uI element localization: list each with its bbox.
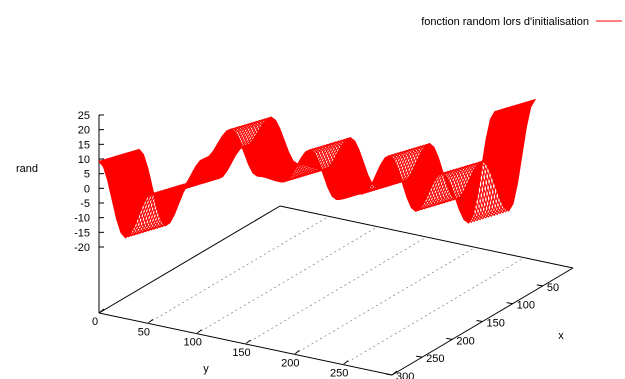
- z-tick-label: -5: [80, 198, 90, 210]
- x-tick-label: 150: [487, 318, 505, 330]
- grid-line: [196, 226, 378, 334]
- grid-line: [343, 257, 525, 365]
- z-tick-label: 10: [78, 154, 90, 166]
- grid-line: [294, 247, 476, 355]
- y-tick-label: 0: [92, 316, 98, 328]
- y-tick: [98, 308, 105, 314]
- grid-line: [147, 216, 329, 324]
- x-tick-label: 200: [456, 335, 474, 347]
- z-tick-label: 5: [84, 169, 90, 181]
- y-tick-label: 100: [183, 337, 201, 349]
- y-tick-label: 200: [281, 357, 299, 369]
- z-tick-label: 20: [78, 125, 90, 137]
- y-tick-label: 250: [330, 368, 348, 379]
- x-tick: [536, 284, 543, 287]
- back-axis-line: [98, 205, 281, 314]
- x-tick-label: 250: [426, 353, 444, 365]
- x-tick-label: 50: [547, 282, 559, 294]
- z-tick-label: 25: [78, 110, 90, 122]
- surface-ribbon: [98, 98, 537, 239]
- x-tick: [506, 302, 513, 305]
- x-tick: [476, 320, 483, 322]
- z-tick-label: -15: [74, 227, 90, 239]
- x-tick: [446, 337, 453, 340]
- grid-line: [245, 236, 427, 345]
- axes-box: [98, 114, 574, 376]
- x-axis-label: x: [558, 330, 564, 342]
- z-tick-label: 0: [84, 183, 90, 195]
- x-tick: [385, 373, 393, 376]
- x-tick-label: 300: [396, 371, 414, 379]
- legend: fonction random lors d'initialisation: [421, 16, 622, 28]
- z-tick-label: -20: [74, 242, 90, 254]
- x-tick: [416, 355, 423, 358]
- z-axis-label: rand: [16, 163, 38, 175]
- y-tick-label: 150: [232, 347, 250, 359]
- surface-fill: [98, 98, 537, 239]
- tick-labels: 2520151050-5-10-15-200501001502002503003…: [74, 110, 559, 379]
- y-tick-label: 50: [138, 326, 150, 338]
- x-tick-label: 100: [517, 300, 535, 312]
- z-tick-label: 15: [78, 139, 90, 151]
- z-tick-label: -10: [74, 213, 90, 225]
- legend-label: fonction random lors d'initialisation: [421, 16, 589, 28]
- y-axis-label: y: [203, 363, 209, 375]
- y-tick: [391, 370, 398, 376]
